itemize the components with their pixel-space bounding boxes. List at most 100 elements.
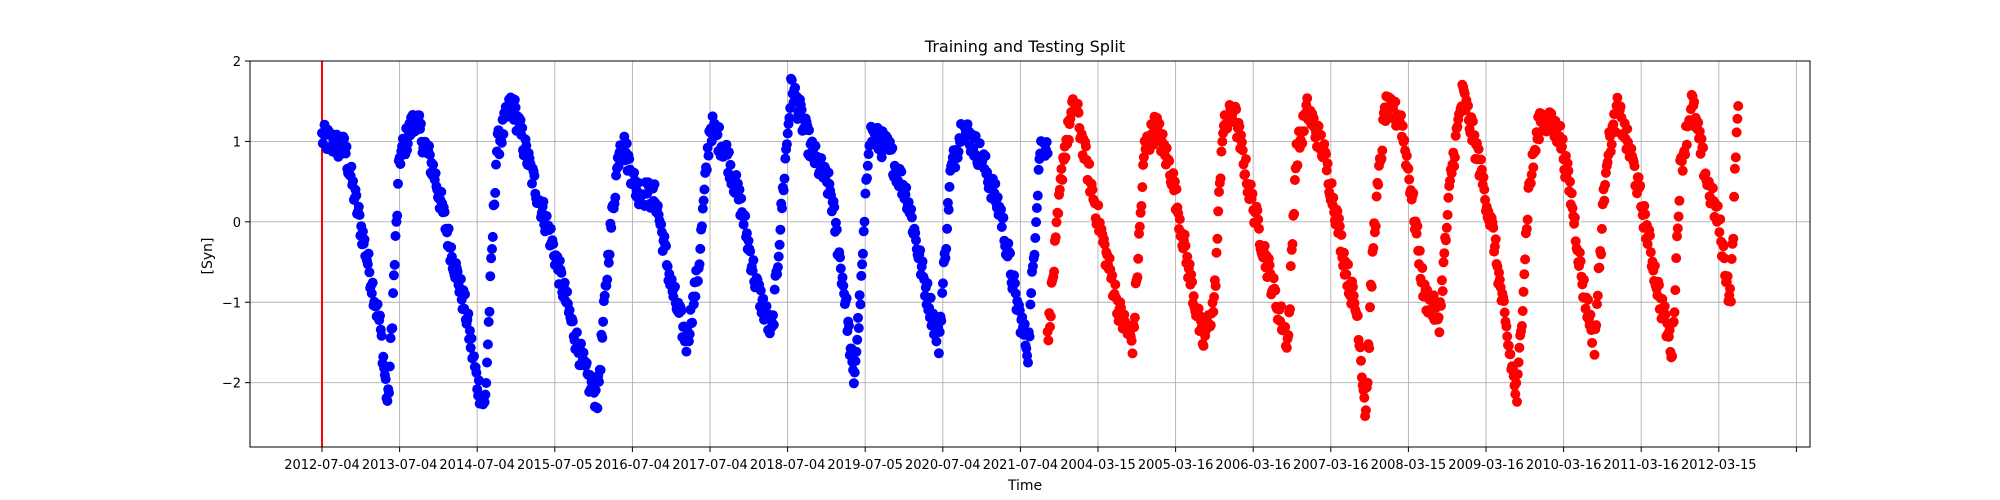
data-point — [517, 122, 528, 133]
data-point — [1134, 221, 1145, 232]
data-point — [917, 256, 928, 267]
data-point — [748, 255, 759, 266]
data-point — [1499, 307, 1510, 318]
data-point — [483, 316, 494, 327]
data-point — [1245, 179, 1256, 190]
data-point — [725, 159, 736, 170]
data-point — [1057, 174, 1068, 185]
data-point — [1356, 355, 1366, 366]
data-point — [816, 153, 827, 164]
data-point — [484, 306, 495, 317]
data-point — [1677, 165, 1688, 176]
data-point — [850, 356, 861, 367]
data-point — [1322, 158, 1333, 169]
data-point — [1449, 152, 1460, 163]
data-point — [1365, 302, 1375, 313]
data-point — [424, 149, 435, 160]
data-point — [1010, 288, 1021, 299]
data-point — [1712, 201, 1723, 211]
data-point — [1259, 240, 1270, 251]
data-point — [1347, 281, 1358, 292]
data-point — [395, 159, 406, 169]
data-point — [592, 403, 603, 414]
data-point — [734, 184, 745, 195]
x-tick-label: 2018-07-04 — [750, 458, 826, 473]
x-tick-label: 2019-07-05 — [827, 458, 903, 473]
data-point — [1188, 291, 1199, 302]
data-point — [695, 243, 706, 254]
data-point — [1511, 378, 1522, 388]
x-tick-label: 2011-03-16 — [1603, 458, 1679, 473]
data-point — [1479, 184, 1490, 195]
data-point — [1696, 133, 1707, 144]
data-point — [1411, 228, 1422, 239]
data-point — [1433, 312, 1444, 323]
data-point — [603, 257, 614, 268]
data-point — [1026, 288, 1037, 299]
data-point — [1316, 129, 1326, 140]
data-point — [578, 347, 589, 358]
data-point — [510, 102, 521, 113]
data-point — [1414, 245, 1425, 256]
data-point — [1525, 178, 1536, 189]
data-point — [1213, 206, 1224, 217]
data-point — [604, 249, 615, 260]
data-point — [1376, 153, 1387, 164]
data-point — [1042, 148, 1053, 159]
data-point — [382, 396, 393, 406]
x-tick-label: 2017-07-04 — [672, 458, 748, 473]
data-point — [1320, 149, 1331, 160]
data-point — [1285, 304, 1295, 315]
data-point — [1308, 113, 1319, 124]
data-point — [363, 248, 374, 259]
data-point — [1670, 285, 1681, 296]
data-point — [430, 168, 441, 179]
x-tick-label: 2006-03-16 — [1215, 458, 1291, 473]
data-point — [974, 138, 985, 149]
data-point — [922, 278, 933, 289]
data-point — [736, 193, 747, 204]
data-point — [1600, 179, 1611, 190]
data-point — [598, 316, 609, 327]
data-point — [1281, 342, 1292, 353]
data-point — [1060, 152, 1071, 163]
data-point — [1237, 145, 1248, 156]
data-point — [1569, 212, 1580, 223]
data-point — [1362, 377, 1373, 388]
data-point — [844, 320, 854, 331]
data-point — [915, 245, 926, 256]
data-point — [388, 288, 399, 299]
data-point — [1023, 357, 1033, 368]
data-point — [571, 327, 582, 338]
data-point — [1478, 172, 1489, 183]
x-tick-label: 2010-03-16 — [1526, 458, 1602, 473]
data-point — [1253, 214, 1264, 225]
data-point — [1606, 139, 1617, 150]
data-point — [1583, 294, 1593, 305]
data-point — [1136, 201, 1147, 211]
data-point — [1501, 321, 1512, 332]
data-point — [1377, 145, 1388, 156]
data-point — [378, 351, 389, 362]
data-point — [738, 219, 749, 230]
data-point — [1534, 134, 1544, 145]
data-point — [694, 259, 705, 270]
data-point — [1718, 241, 1729, 252]
data-point — [697, 203, 708, 214]
data-point — [1640, 209, 1651, 220]
data-point — [1126, 335, 1137, 346]
data-point — [1672, 223, 1683, 234]
data-point — [479, 397, 490, 408]
data-point — [996, 222, 1007, 232]
data-point — [428, 159, 439, 170]
data-point — [659, 231, 670, 242]
data-point — [1355, 342, 1366, 353]
data-point — [1234, 121, 1245, 132]
data-point — [545, 223, 556, 234]
data-point — [1437, 286, 1448, 297]
data-point — [854, 290, 865, 301]
data-point — [1567, 203, 1578, 214]
x-tick-label: 2004-03-15 — [1060, 458, 1136, 473]
data-point — [1443, 192, 1454, 203]
data-point — [1107, 270, 1118, 281]
